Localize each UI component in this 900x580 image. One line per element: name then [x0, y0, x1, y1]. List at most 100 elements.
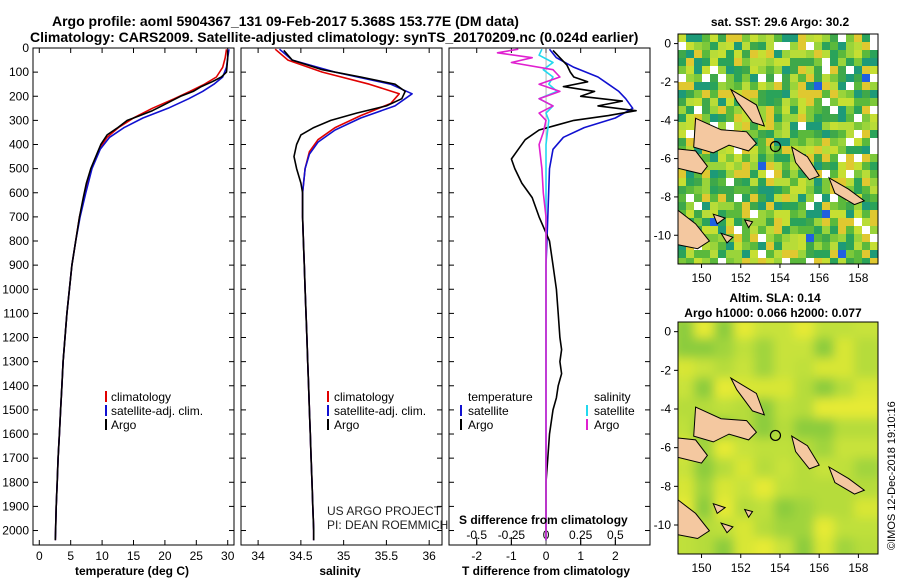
map-x-tick-label: 150: [692, 271, 712, 285]
sst-cell: [742, 34, 750, 42]
sst-cell: [774, 242, 782, 250]
credit-pi: PI: DEAN ROEMMICH: [327, 518, 448, 532]
sst-cell: [726, 146, 734, 154]
sst-cell: [702, 242, 710, 250]
sst-cell: [862, 186, 870, 194]
map-x-tick-label: 156: [809, 561, 829, 575]
legend-label-argo: Argo: [111, 418, 137, 432]
sst-cell: [798, 50, 806, 58]
sst-cell: [694, 186, 702, 194]
sst-cell: [862, 258, 870, 264]
sst-cell: [790, 162, 798, 170]
sst-cell: [758, 122, 766, 130]
sst-cell: [846, 210, 854, 218]
sst-cell: [710, 186, 718, 194]
sst-cell: [678, 178, 686, 186]
sst-cell: [710, 218, 718, 226]
sst-cell: [726, 170, 734, 178]
sst-cell: [798, 210, 806, 218]
sst-cell: [686, 138, 694, 146]
depth-tick-label: 1100: [3, 306, 29, 320]
sst-cell: [678, 66, 686, 74]
sst-cell: [798, 42, 806, 50]
sst-cell: [830, 98, 838, 106]
sst-cell: [854, 162, 862, 170]
sst-cell: [758, 146, 766, 154]
sst-cell: [798, 106, 806, 114]
sst-cell: [734, 194, 742, 202]
salinity-legend: climatology satellite-adj. clim. Argo: [327, 390, 426, 432]
sst-cell: [710, 58, 718, 66]
sst-cell: [702, 74, 710, 82]
sst-cell: [870, 210, 878, 218]
sst-cell: [734, 162, 742, 170]
sst-cell: [838, 122, 846, 130]
legend-swatch-argo: [105, 419, 107, 430]
sst-cell: [694, 114, 702, 122]
sst-cell: [854, 122, 862, 130]
sst-cell: [766, 130, 774, 138]
sst-cell: [838, 130, 846, 138]
sst-cell: [814, 250, 822, 258]
sst-cell: [686, 186, 694, 194]
depth-tick-label: 1300: [2, 355, 29, 369]
sst-cell: [854, 58, 862, 66]
map-x-tick-label: 152: [731, 271, 751, 285]
sst-cell: [686, 42, 694, 50]
x-tick-label: 10: [95, 549, 109, 563]
sst-cell: [718, 106, 726, 114]
sst-cell: [742, 194, 750, 202]
depth-tick-label: 1000: [2, 282, 29, 296]
sst-cell: [678, 98, 686, 106]
sst-cell: [822, 218, 830, 226]
sst-cell: [774, 250, 782, 258]
sst-cell: [742, 74, 750, 82]
sst-cell: [702, 114, 710, 122]
sst-cell: [766, 106, 774, 114]
legend-label-satellite: satellite-adj. clim.: [334, 404, 426, 418]
sst-cell: [694, 50, 702, 58]
series-line-t-satellite: [545, 48, 634, 541]
sst-cell: [790, 98, 798, 106]
sst-cell: [838, 210, 846, 218]
sst-cell: [870, 90, 878, 98]
sst-cell: [742, 258, 750, 264]
sst-cell: [806, 122, 814, 130]
x-tick-label: 30: [221, 549, 235, 563]
sst-cell: [766, 138, 774, 146]
map-y-tick-label: -8: [660, 190, 671, 204]
sst-cell: [806, 50, 814, 58]
sst-cell: [678, 34, 686, 42]
sst-cell: [766, 234, 774, 242]
map-x-tick-label: 154: [770, 271, 790, 285]
sst-cell: [774, 202, 782, 210]
sst-cell: [758, 170, 766, 178]
sst-cell: [694, 202, 702, 210]
sst-cell: [798, 194, 806, 202]
sst-cell: [718, 42, 726, 50]
sst-cell: [726, 210, 734, 218]
sst-cell: [822, 122, 830, 130]
sst-cell: [718, 82, 726, 90]
sst-cell: [782, 162, 790, 170]
sst-cell: [718, 170, 726, 178]
sst-cell: [734, 258, 742, 264]
sst-cell: [766, 114, 774, 122]
sst-cell: [798, 130, 806, 138]
sst-cell: [774, 50, 782, 58]
sst-cell: [822, 202, 830, 210]
sst-cell: [798, 250, 806, 258]
sst-cell: [686, 114, 694, 122]
sst-cell: [806, 178, 814, 186]
sst-cell: [830, 154, 838, 162]
sst-cell: [694, 250, 702, 258]
sst-cell: [758, 130, 766, 138]
sst-cell: [734, 226, 742, 234]
sst-cell: [822, 178, 830, 186]
sst-cell: [718, 66, 726, 74]
sst-cell: [830, 146, 838, 154]
map-x-tick-label: 150: [692, 561, 712, 575]
sst-cell: [862, 210, 870, 218]
sst-cell: [846, 226, 854, 234]
sst-cell: [782, 146, 790, 154]
